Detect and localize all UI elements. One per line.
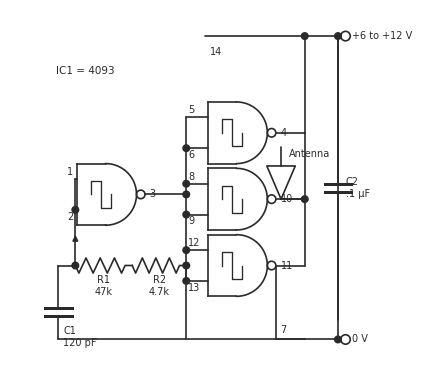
- Text: 14: 14: [210, 47, 222, 58]
- Circle shape: [301, 196, 308, 203]
- Circle shape: [72, 262, 78, 269]
- Circle shape: [301, 33, 308, 39]
- Circle shape: [72, 207, 78, 213]
- Text: 10: 10: [281, 194, 293, 204]
- Circle shape: [183, 247, 189, 254]
- Text: Antenna: Antenna: [289, 149, 330, 159]
- Text: 8: 8: [188, 172, 194, 182]
- Text: 4: 4: [281, 128, 287, 138]
- Text: R2
4.7k: R2 4.7k: [149, 275, 170, 297]
- Text: 2: 2: [67, 212, 73, 222]
- Circle shape: [183, 277, 189, 284]
- Text: C1
120 pF: C1 120 pF: [63, 326, 97, 348]
- Text: 1: 1: [68, 167, 73, 177]
- Text: R1
47k: R1 47k: [95, 275, 113, 297]
- Text: 7: 7: [281, 325, 287, 335]
- Circle shape: [183, 191, 189, 198]
- Circle shape: [183, 145, 189, 152]
- Circle shape: [183, 181, 189, 187]
- Text: IC1 = 4093: IC1 = 4093: [57, 66, 115, 76]
- Text: 11: 11: [281, 261, 293, 270]
- Text: +6 to +12 V: +6 to +12 V: [352, 31, 412, 41]
- Text: 13: 13: [188, 283, 200, 293]
- Circle shape: [183, 262, 189, 269]
- Text: 6: 6: [188, 150, 194, 160]
- Text: 3: 3: [150, 189, 156, 199]
- Text: 0 V: 0 V: [352, 334, 368, 345]
- Circle shape: [335, 33, 341, 39]
- Text: 9: 9: [188, 217, 194, 226]
- Text: C2
.1 μF: C2 .1 μF: [346, 177, 370, 199]
- Circle shape: [335, 336, 341, 343]
- Text: 5: 5: [188, 105, 195, 116]
- Circle shape: [183, 211, 189, 218]
- Text: 12: 12: [188, 238, 200, 248]
